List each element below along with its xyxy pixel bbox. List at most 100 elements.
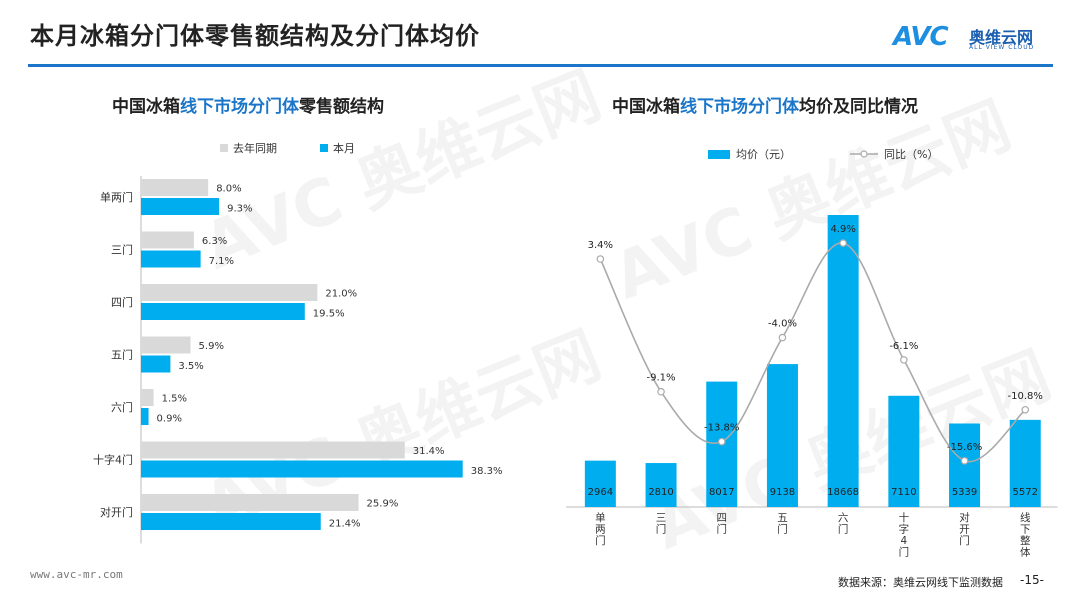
category-label: 六门 (838, 512, 849, 536)
category-label: 四门 (111, 295, 133, 309)
right-title-part-2: 线下市场分门体 (680, 97, 799, 117)
price-bar (827, 215, 859, 507)
legend-marker (860, 150, 868, 158)
category-label: 五门 (111, 348, 133, 362)
yoy-point (960, 456, 969, 465)
data-label-current: 38.3% (471, 466, 503, 477)
logo-english-name: ALL VIEW CLOUD (969, 44, 1035, 51)
left-title-part-2: 线下市场分门体 (180, 97, 299, 117)
bar-prior (141, 336, 191, 354)
category-label: 五门 (777, 512, 788, 536)
yoy-label: -13.8% (704, 423, 739, 434)
data-label-current: 21.4% (329, 519, 361, 530)
price-label: 18668 (827, 487, 859, 498)
yoy-label: -15.6% (947, 442, 982, 453)
data-label-prior: 21.0% (325, 289, 357, 300)
bar-current (141, 355, 171, 373)
bar-prior (141, 231, 194, 249)
yoy-label: -4.0% (768, 319, 797, 330)
data-label-current: 0.9% (157, 414, 182, 425)
legend-swatch-bar (708, 150, 730, 159)
logo-mark: AVC (893, 22, 949, 52)
data-label-current: 3.5% (178, 361, 203, 372)
yoy-label: -6.1% (889, 341, 918, 352)
bar-current (141, 408, 149, 425)
legend-swatch-current (320, 144, 328, 152)
yoy-point (1021, 405, 1030, 414)
right-combo-chart: 均价（元） 同比（%） 2964 2810 8017 9138 18668 7110 5339 5… (566, 148, 1058, 559)
price-bar (766, 364, 798, 507)
legend-label-prior: 去年同期 (233, 141, 277, 155)
bar-prior (141, 494, 359, 511)
price-bar (949, 423, 981, 507)
legend-label-current: 本月 (333, 141, 355, 155)
yoy-label: -10.8% (1008, 391, 1043, 402)
yoy-point (839, 239, 847, 247)
data-label-prior: 25.9% (367, 499, 399, 510)
data-label-current: 9.3% (227, 204, 252, 215)
price-bar (888, 395, 920, 507)
yoy-label: 4.9% (830, 224, 855, 235)
title-divider (28, 64, 1053, 67)
price-label: 5572 (1013, 487, 1038, 498)
yoy-point (900, 356, 908, 364)
price-label: 2964 (588, 487, 613, 498)
legend-label-bar: 均价（元） (736, 148, 791, 161)
category-label: 十字4门 (93, 453, 133, 467)
legend-swatch-prior (220, 144, 228, 152)
bar-prior (141, 179, 209, 196)
footer-url: www.avc-mr.com (30, 568, 123, 581)
category-label: 三门 (656, 512, 667, 536)
data-label-prior: 5.9% (199, 341, 224, 352)
bar-prior (141, 389, 154, 406)
page-title: 本月冰箱分门体零售额结构及分门体均价 (30, 22, 480, 50)
data-label-prior: 31.4% (413, 446, 445, 457)
data-label-prior: 6.3% (202, 236, 227, 247)
data-label-current: 7.1% (209, 256, 234, 267)
left-chart-title: 中国冰箱线下市场分门体零售额结构 (112, 92, 384, 117)
price-label: 7110 (891, 487, 916, 498)
data-label-prior: 8.0% (216, 184, 241, 195)
yoy-point (717, 437, 726, 446)
price-bar (1009, 419, 1041, 507)
bar-current (141, 198, 220, 215)
left-title-part-3: 零售额结构 (299, 97, 384, 117)
logo-chinese-name: 奥维云网 (969, 28, 1034, 47)
footer-source: 数据来源：奥维云网线下监测数据 (838, 576, 1003, 589)
price-label: 9138 (770, 487, 795, 498)
data-label-current: 19.5% (313, 309, 345, 320)
data-label-prior: 1.5% (162, 394, 187, 405)
yoy-label: 3.4% (588, 240, 613, 251)
yoy-point (657, 387, 665, 396)
category-label: 三门 (111, 243, 133, 257)
bar-current (141, 460, 463, 478)
price-label: 5339 (952, 487, 977, 498)
brand-logo: AVC 奥维云网 ALL VIEW CLOUD (893, 20, 1053, 56)
category-label: 四门 (717, 512, 728, 536)
category-label: 对开门 (100, 505, 133, 519)
page-number: -15- (1020, 573, 1044, 587)
category-label: 对开门 (959, 511, 970, 547)
yoy-point (596, 255, 605, 263)
price-bar (584, 460, 616, 507)
price-label: 8017 (709, 487, 734, 498)
legend-label-line: 同比（%） (884, 148, 938, 161)
left-title-part-1: 中国冰箱 (112, 97, 180, 117)
bar-prior (141, 441, 405, 459)
right-chart-title: 中国冰箱线下市场分门体均价及同比情况 (612, 92, 918, 117)
bar-current (141, 513, 321, 530)
bar-prior (141, 284, 318, 301)
yoy-label: -9.1% (647, 373, 676, 384)
category-label: 线下整体 (1020, 511, 1031, 559)
category-label: 单两门 (595, 512, 606, 547)
yoy-point (778, 333, 787, 342)
price-label: 2810 (648, 487, 673, 498)
bar-current (141, 250, 201, 268)
price-bar (645, 463, 677, 507)
category-label: 单两门 (100, 190, 133, 204)
category-label: 六门 (111, 400, 133, 414)
right-title-part-3: 均价及同比情况 (799, 97, 918, 117)
right-title-part-1: 中国冰箱 (612, 97, 680, 117)
